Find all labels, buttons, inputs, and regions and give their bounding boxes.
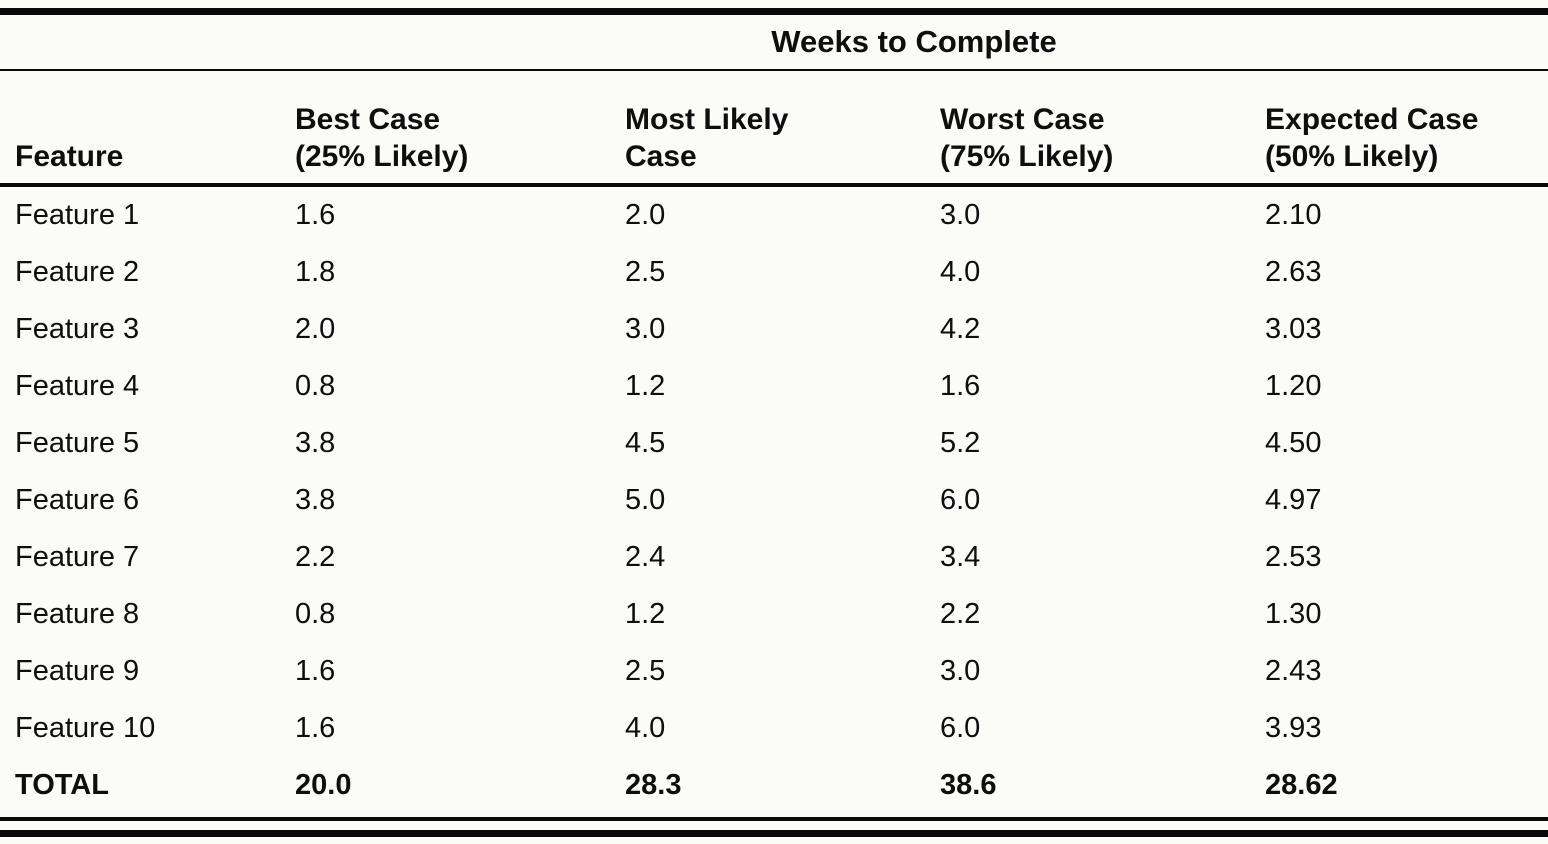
best-case-cell: 1.6 (295, 712, 336, 744)
feature-cell: Feature 3 (15, 313, 140, 345)
table-row: Feature 9 1.6 2.5 3.0 2.43 (0, 643, 1548, 700)
table-spanner-title: Weeks to Complete (771, 24, 1057, 59)
header-divider-rule (0, 183, 1548, 187)
best-case-cell: 2.0 (295, 313, 336, 345)
expected-case-cell: 2.63 (1265, 256, 1322, 288)
worst-case-cell: 3.0 (940, 655, 981, 687)
most-likely-cell: 3.0 (625, 313, 666, 345)
worst-case-cell: 6.0 (940, 484, 981, 516)
most-likely-cell: 2.4 (625, 541, 666, 573)
best-case-cell: 0.8 (295, 370, 336, 402)
most-likely-cell: 2.5 (625, 256, 666, 288)
most-likely-cell: 1.2 (625, 370, 666, 402)
feature-cell: Feature 2 (15, 256, 140, 288)
table-row: Feature 2 1.8 2.5 4.0 2.63 (0, 244, 1548, 301)
best-case-cell: 3.8 (295, 427, 336, 459)
worst-case-cell: 6.0 (940, 712, 981, 744)
table-row: Feature 8 0.8 1.2 2.2 1.30 (0, 586, 1548, 643)
column-header-best-case: Best Case (25% Likely) (295, 103, 469, 173)
table-row: Feature 5 3.8 4.5 5.2 4.50 (0, 415, 1548, 472)
total-best-case-cell: 20.0 (295, 769, 352, 801)
expected-case-cell: 2.53 (1265, 541, 1322, 573)
feature-cell: Feature 5 (15, 427, 140, 459)
spanner-divider-rule (0, 69, 1548, 71)
best-case-cell: 0.8 (295, 598, 336, 630)
table-row: Feature 1 1.6 2.0 3.0 2.10 (0, 187, 1548, 244)
expected-case-cell: 1.30 (1265, 598, 1322, 630)
total-label-cell: TOTAL (15, 769, 109, 801)
best-case-cell: 2.2 (295, 541, 336, 573)
table-header-row: Feature Best Case (25% Likely) Most Like… (0, 71, 1548, 183)
feature-cell: Feature 4 (15, 370, 140, 402)
table-row: Feature 7 2.2 2.4 3.4 2.53 (0, 529, 1548, 586)
best-case-cell: 1.6 (295, 199, 336, 231)
column-header-most-likely: Most Likely Case (625, 103, 789, 173)
expected-case-cell: 4.97 (1265, 484, 1322, 516)
bottom-rule (0, 830, 1548, 837)
worst-case-cell: 3.4 (940, 541, 981, 573)
column-header-worst-case: Worst Case (75% Likely) (940, 103, 1114, 173)
expected-case-cell: 4.50 (1265, 427, 1322, 459)
table-row: Feature 10 1.6 4.0 6.0 3.93 (0, 700, 1548, 757)
total-most-likely-cell: 28.3 (625, 769, 682, 801)
expected-case-cell: 3.03 (1265, 313, 1322, 345)
bottom-inner-rule (0, 817, 1548, 821)
most-likely-cell: 4.5 (625, 427, 666, 459)
best-case-cell: 1.8 (295, 256, 336, 288)
most-likely-cell: 2.5 (625, 655, 666, 687)
total-expected-case-cell: 28.62 (1265, 769, 1338, 801)
feature-cell: Feature 6 (15, 484, 140, 516)
table-row: Feature 3 2.0 3.0 4.2 3.03 (0, 301, 1548, 358)
feature-cell: Feature 10 (15, 712, 156, 744)
total-worst-case-cell: 38.6 (940, 769, 997, 801)
worst-case-cell: 4.0 (940, 256, 981, 288)
table-total-row: TOTAL 20.0 28.3 38.6 28.62 (0, 757, 1548, 814)
worst-case-cell: 4.2 (940, 313, 981, 345)
worst-case-cell: 5.2 (940, 427, 981, 459)
most-likely-cell: 1.2 (625, 598, 666, 630)
expected-case-cell: 3.93 (1265, 712, 1322, 744)
column-header-expected-case: Expected Case (50% Likely) (1265, 103, 1479, 173)
most-likely-cell: 2.0 (625, 199, 666, 231)
top-rule (0, 8, 1548, 15)
column-header-feature: Feature (15, 140, 124, 173)
best-case-cell: 1.6 (295, 655, 336, 687)
table-row: Feature 6 3.8 5.0 6.0 4.97 (0, 472, 1548, 529)
most-likely-cell: 4.0 (625, 712, 666, 744)
spanner-header-row: Weeks to Complete (0, 15, 1548, 69)
best-case-cell: 3.8 (295, 484, 336, 516)
expected-case-cell: 2.10 (1265, 199, 1322, 231)
expected-case-cell: 1.20 (1265, 370, 1322, 402)
table-row: Feature 4 0.8 1.2 1.6 1.20 (0, 358, 1548, 415)
most-likely-cell: 5.0 (625, 484, 666, 516)
spacer (0, 821, 1548, 830)
worst-case-cell: 1.6 (940, 370, 981, 402)
feature-cell: Feature 1 (15, 199, 140, 231)
worst-case-cell: 3.0 (940, 199, 981, 231)
feature-cell: Feature 7 (15, 541, 140, 573)
expected-case-cell: 2.43 (1265, 655, 1322, 687)
worst-case-cell: 2.2 (940, 598, 981, 630)
feature-cell: Feature 8 (15, 598, 140, 630)
feature-cell: Feature 9 (15, 655, 140, 687)
